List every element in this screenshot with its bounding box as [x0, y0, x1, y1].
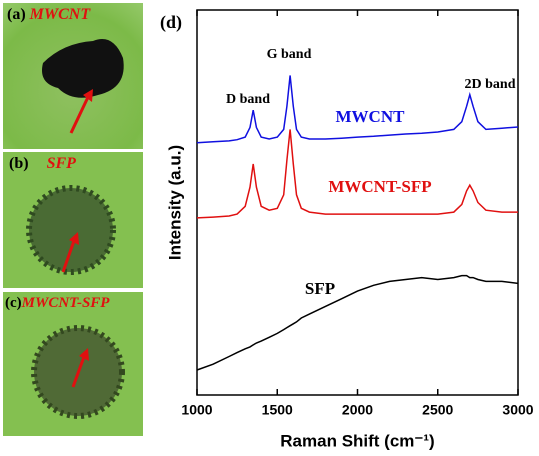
series-line	[197, 129, 518, 218]
annotation: D band	[226, 92, 270, 107]
series-label: MWCNT-SFP	[328, 177, 431, 196]
x-axis-label: Raman Shift (cm⁻¹)	[280, 431, 434, 450]
panel-label: (d)	[160, 12, 182, 33]
y-axis-label: Intensity (a.u.)	[165, 145, 184, 260]
x-tick-label: 2500	[422, 402, 453, 418]
series-label: SFP	[305, 279, 335, 298]
chart: (d) 1000 1500 2000 2500 3000 Raman Shift (cm⁻…	[0, 0, 539, 456]
series-line	[197, 276, 518, 370]
x-tick-label: 3000	[502, 402, 533, 418]
annotation: 2D band	[465, 77, 516, 92]
series-label: MWCNT	[336, 107, 406, 126]
x-tick-label: 1000	[181, 402, 212, 418]
x-tick-label: 1500	[262, 402, 293, 418]
figure: (a)MWCNT (b)SFP (c)MWCNT-SFP (d) 1000150…	[0, 0, 539, 456]
annotation: G band	[267, 47, 312, 62]
plot-frame	[197, 10, 518, 395]
x-tick-label: 2000	[342, 402, 373, 418]
